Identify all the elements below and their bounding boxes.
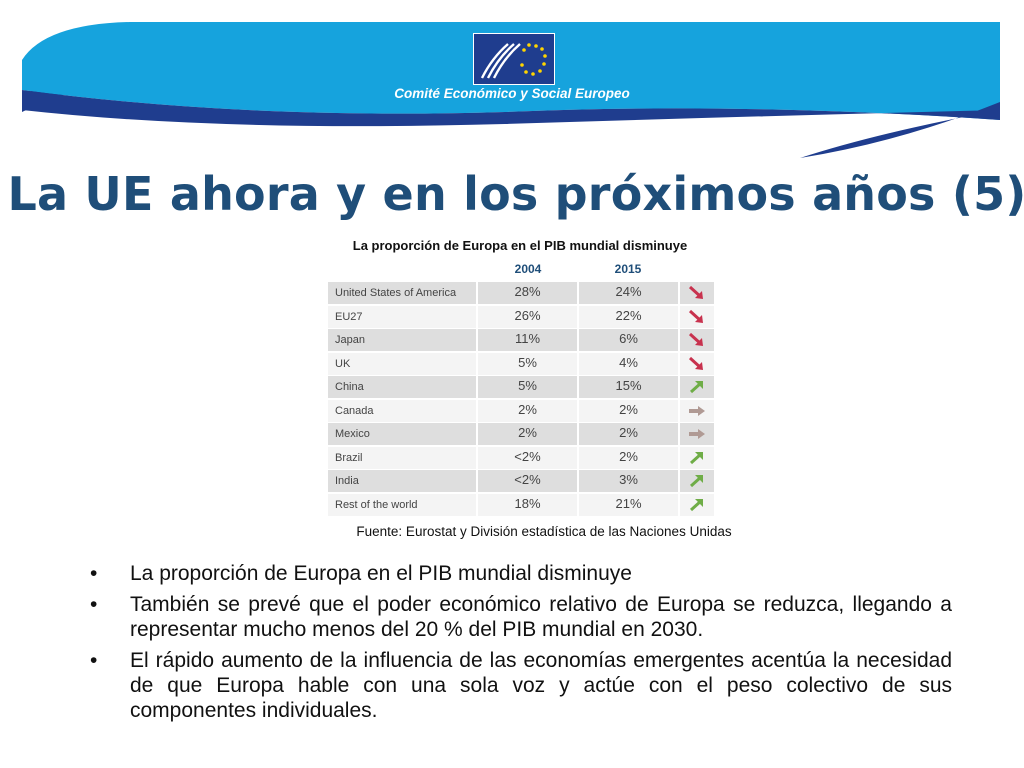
value-2004-cell: 5% xyxy=(478,376,577,398)
value-2004-cell: 26% xyxy=(478,305,577,328)
year-2004-header: 2004 xyxy=(514,262,542,276)
country-cell: EU27 xyxy=(328,305,476,328)
eesc-logo xyxy=(473,33,555,85)
value-2015-cell: 4% xyxy=(579,352,678,375)
value-2004-cell: 5% xyxy=(478,352,577,375)
table-row: Japan 11% 6% xyxy=(328,329,714,351)
trend-down-arrow-icon xyxy=(688,332,703,346)
slide-title: La UE ahora y en los próximos años (5) xyxy=(7,167,1024,221)
bullet-item: • La proporción de Europa en el PIB mundi… xyxy=(90,562,632,585)
value-2004-cell: 11% xyxy=(478,329,577,351)
table-row: China 5% 15% xyxy=(328,376,714,398)
value-2015-cell: 24% xyxy=(579,282,678,304)
table-row: Rest of the world 18% 21% xyxy=(328,493,714,516)
value-2015-cell: 2% xyxy=(579,423,678,445)
value-2015-cell: 2% xyxy=(579,446,678,469)
trend-cell xyxy=(680,376,714,398)
bullet-item: • El rápido aumento de la influencia de l… xyxy=(90,649,952,722)
trend-down-arrow-icon xyxy=(688,356,703,370)
value-2004-cell: 2% xyxy=(478,399,577,422)
table-row: Mexico 2% 2% xyxy=(328,423,714,445)
country-cell: United States of America xyxy=(328,282,476,304)
trend-cell xyxy=(680,493,714,516)
value-2015-cell: 15% xyxy=(579,376,678,398)
trend-cell xyxy=(680,282,714,304)
value-2015-cell: 22% xyxy=(579,305,678,328)
value-2015-cell: 6% xyxy=(579,329,678,351)
table-caption: La proporción de Europa en el PIB mundia… xyxy=(352,238,688,253)
country-cell: Canada xyxy=(328,399,476,422)
trend-up-arrow-icon xyxy=(689,381,703,394)
org-name: Comité Económico y Social Europeo xyxy=(394,86,630,101)
eu-stars-icon xyxy=(480,43,547,79)
bullet-dot: • xyxy=(90,593,98,616)
trend-cell xyxy=(680,352,714,375)
value-2015-cell: 21% xyxy=(579,493,678,516)
table-row: UK 5% 4% xyxy=(328,352,714,375)
table-row: India <2% 3% xyxy=(328,470,714,492)
gdp-share-table: United States of America 28% 24% EU27 26% 22%… xyxy=(328,282,714,517)
trend-down-arrow-icon xyxy=(688,309,703,323)
country-cell: UK xyxy=(328,352,476,375)
value-2015-cell: 3% xyxy=(579,470,678,492)
trend-cell xyxy=(680,423,714,445)
country-cell: Mexico xyxy=(328,423,476,445)
value-2004-cell: 28% xyxy=(478,282,577,304)
value-2015-cell: 2% xyxy=(579,399,678,422)
trend-cell xyxy=(680,470,714,492)
trend-cell xyxy=(680,446,714,469)
table-row: United States of America 28% 24% xyxy=(328,282,714,304)
country-cell: Japan xyxy=(328,329,476,351)
value-2004-cell: 2% xyxy=(478,423,577,445)
value-2004-cell: <2% xyxy=(478,446,577,469)
country-cell: China xyxy=(328,376,476,398)
trend-up-arrow-icon xyxy=(689,451,703,464)
country-cell: India xyxy=(328,470,476,492)
bullet-dot: • xyxy=(90,649,98,672)
trend-cell xyxy=(680,399,714,422)
country-cell: Brazil xyxy=(328,446,476,469)
table-row: EU27 26% 22% xyxy=(328,305,714,328)
value-2004-cell: <2% xyxy=(478,470,577,492)
trend-down-arrow-icon xyxy=(688,285,703,299)
year-2015-header: 2015 xyxy=(614,262,642,276)
trend-flat-arrow-icon xyxy=(689,429,705,439)
trend-up-arrow-icon xyxy=(689,498,703,511)
country-cell: Rest of the world xyxy=(328,493,476,516)
trend-cell xyxy=(680,329,714,351)
bullet-dot: • xyxy=(90,562,98,585)
trend-flat-arrow-icon xyxy=(689,405,705,416)
trend-cell xyxy=(680,305,714,328)
source-note: Fuente: Eurostat y División estadística … xyxy=(356,524,732,539)
trend-up-arrow-icon xyxy=(689,475,703,488)
value-2004-cell: 18% xyxy=(478,493,577,516)
bullet-list: • La proporción de Europa en el PIB mundi… xyxy=(90,561,952,729)
table-row: Brazil <2% 2% xyxy=(328,446,714,469)
table-row: Canada 2% 2% xyxy=(328,399,714,422)
bullet-item: • También se prevé que el poder económico… xyxy=(90,593,952,641)
